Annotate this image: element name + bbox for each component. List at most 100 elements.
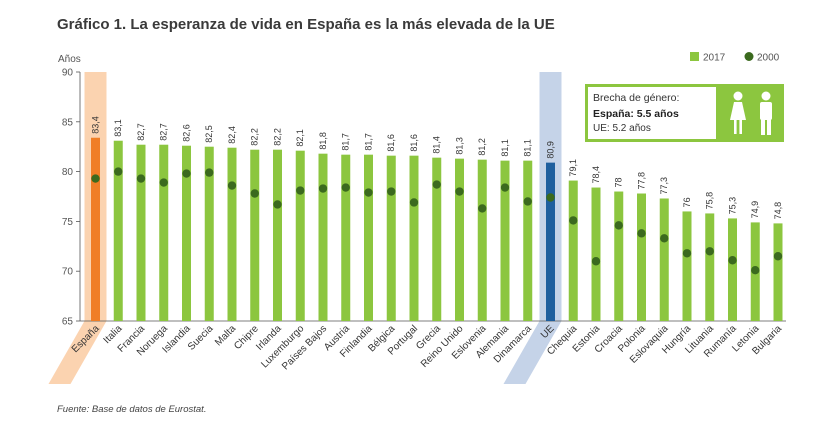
dot-2000 — [296, 186, 305, 195]
dot-2000 — [159, 178, 168, 187]
dot-2000 — [227, 181, 237, 190]
bar-value-label: 82,2 — [273, 128, 283, 146]
legend-label-2000: 2000 — [757, 53, 780, 64]
bar-value-label: 82,7 — [159, 123, 169, 141]
bar-value-label: 76 — [682, 197, 692, 207]
bar-value-label: 82,5 — [204, 125, 214, 143]
bar-2017 — [159, 144, 169, 321]
dot-2000 — [682, 249, 692, 258]
bar-value-label: 83,1 — [113, 119, 123, 137]
bar-2017 — [341, 154, 351, 321]
dot-2000 — [273, 200, 282, 209]
gap-title: Brecha de género: — [593, 92, 679, 104]
dot-2000 — [409, 198, 419, 207]
female-icon-leg — [734, 120, 737, 134]
dot-2000 — [500, 183, 510, 192]
female-icon — [733, 91, 743, 101]
bar-value-label: 78 — [614, 178, 624, 188]
bar-2017 — [728, 218, 737, 321]
dot-2000 — [250, 189, 259, 198]
bar-value-label: 81,8 — [318, 132, 328, 150]
chart-title: Gráfico 1. La esperanza de vida en Españ… — [57, 16, 555, 33]
dot-2000 — [341, 183, 350, 192]
bars-2017 — [91, 137, 783, 321]
bar-value-label: 75,3 — [728, 197, 738, 215]
bar-2017 — [386, 155, 396, 321]
male-icon-leg — [761, 119, 765, 135]
dot-2000 — [455, 187, 464, 196]
dot-2000 — [569, 216, 578, 225]
bar-value-label: 81,4 — [432, 136, 442, 154]
bar-2017 — [546, 162, 555, 321]
gap-eu: UE: 5.2 años — [593, 123, 651, 134]
bar-2017 — [705, 213, 715, 321]
bar-2017 — [273, 149, 282, 321]
bar-value-label: 82,4 — [227, 126, 237, 144]
legend: 2017 2000 — [690, 52, 780, 64]
dot-2000 — [660, 234, 669, 243]
bar-2017 — [682, 211, 692, 321]
bar-value-label: 83,4 — [91, 116, 101, 134]
y-tick-label: 85 — [62, 117, 74, 128]
bar-value-label: 78,4 — [591, 166, 601, 184]
dot-2000 — [91, 174, 100, 183]
dot-2000 — [773, 252, 783, 261]
category-labels: España ItaliaFranciaNoruegaIslandiaSuecia… — [70, 323, 785, 372]
dot-2000 — [318, 184, 328, 193]
bar-2017 — [500, 160, 510, 321]
dot-2000 — [614, 221, 623, 230]
bar-2017 — [432, 157, 442, 321]
dot-2000 — [182, 169, 191, 178]
bar-value-label: 80,9 — [546, 141, 556, 159]
dot-2000 — [751, 266, 760, 275]
dot-2000 — [114, 167, 123, 176]
gender-gap-panel: Brecha de género: España: 5.5 años UE: 5.2… — [585, 84, 784, 142]
bar-value-label: 81,6 — [409, 134, 419, 152]
dots-2000 — [91, 167, 783, 275]
bar-value-label: 75,8 — [705, 192, 715, 210]
dot-2000 — [546, 193, 555, 202]
bar-value-label: 82,2 — [250, 128, 260, 146]
value-labels: 83,4 83,1 82,7 82,7 82,6 82,5 82,4 82,2 82,2 82,1… — [91, 116, 784, 219]
bar-2017 — [227, 147, 237, 321]
dot-2000 — [364, 188, 373, 197]
dot-2000 — [478, 204, 487, 213]
bar-value-label: 82,7 — [136, 123, 146, 141]
bar-value-label: 81,1 — [500, 139, 510, 157]
bar-2017 — [318, 153, 328, 321]
y-tick-label: 80 — [62, 167, 74, 178]
bar-2017 — [364, 154, 373, 321]
bar-value-label: 77,3 — [659, 177, 669, 195]
y-tick-label: 75 — [62, 217, 74, 228]
bar-value-label: 81,6 — [386, 134, 396, 152]
bar-2017 — [113, 140, 123, 321]
bar-2017 — [409, 155, 419, 321]
bar-value-label: 82,6 — [182, 124, 192, 142]
legend-swatch-2017 — [690, 52, 699, 61]
bar-2017 — [591, 187, 601, 321]
dot-2000 — [637, 229, 646, 238]
bar-2017 — [455, 158, 464, 321]
gap-panel-inner — [588, 87, 716, 139]
category-label: Suecia — [186, 323, 216, 353]
bar-2017 — [182, 145, 191, 321]
gap-spain: España: 5.5 años — [593, 108, 679, 120]
bar-value-label: 81,7 — [364, 133, 374, 151]
legend-swatch-2000 — [744, 52, 754, 61]
bar-value-label: 81,3 — [455, 137, 465, 155]
bar-2017 — [250, 149, 260, 321]
bar-value-label: 74,9 — [750, 201, 760, 219]
dot-2000 — [523, 197, 532, 206]
bar-2017 — [659, 198, 669, 321]
dot-2000 — [387, 187, 396, 196]
bar-2017 — [136, 144, 146, 321]
bar-2017 — [614, 191, 624, 321]
bar-2017 — [91, 137, 100, 321]
bar-value-label: 81,7 — [341, 133, 351, 151]
male-icon-leg — [767, 119, 771, 135]
bar-value-label: 74,8 — [773, 202, 783, 220]
bar-2017 — [773, 223, 783, 321]
male-icon — [761, 91, 771, 101]
dot-2000 — [728, 256, 737, 265]
